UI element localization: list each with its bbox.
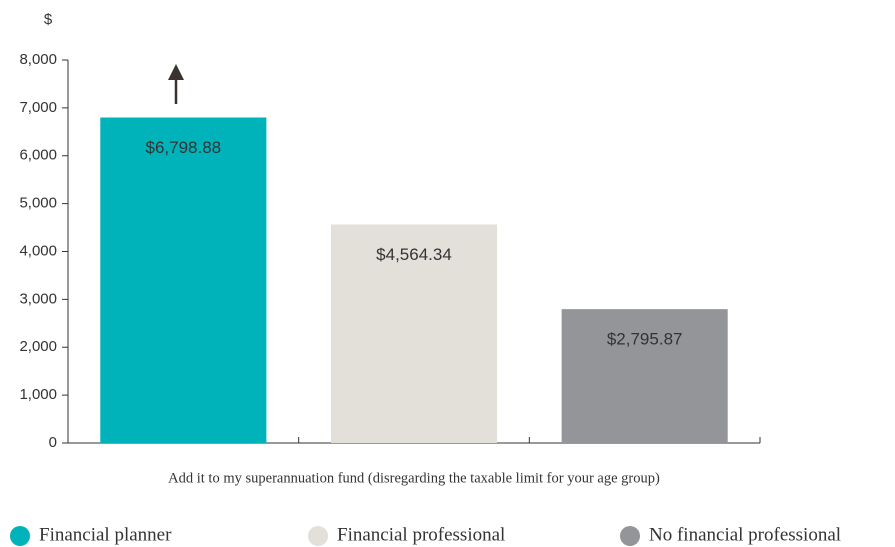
arrow-annotation [168,64,184,104]
legend-label: Financial professional [337,524,505,545]
x-category-label: Add it to my superannuation fund (disreg… [168,470,660,486]
y-tick-label: 8,000 [19,51,57,68]
bar [561,309,728,443]
bar [100,117,267,444]
bar-value-label: $2,795.87 [607,330,683,349]
legend-swatch [10,526,30,546]
y-axis-label: $ [44,11,53,28]
y-tick-label: 2,000 [19,338,57,355]
bar [330,224,498,443]
legend-label: No financial professional [649,524,841,545]
legend-swatch [308,526,328,546]
y-tick-label: 7,000 [19,99,57,116]
bar-value-label: $6,798.88 [146,138,222,157]
legend-label: Financial planner [39,524,172,545]
y-tick-label: 4,000 [19,242,57,259]
y-tick-label: 6,000 [19,147,57,164]
y-tick-label: 5,000 [19,195,57,212]
y-tick-label: 1,000 [19,386,57,403]
y-tick-label: 3,000 [19,290,57,307]
y-tick-label: 0 [49,434,57,451]
bar-value-label: $4,564.34 [376,245,452,264]
legend-swatch [620,526,640,546]
